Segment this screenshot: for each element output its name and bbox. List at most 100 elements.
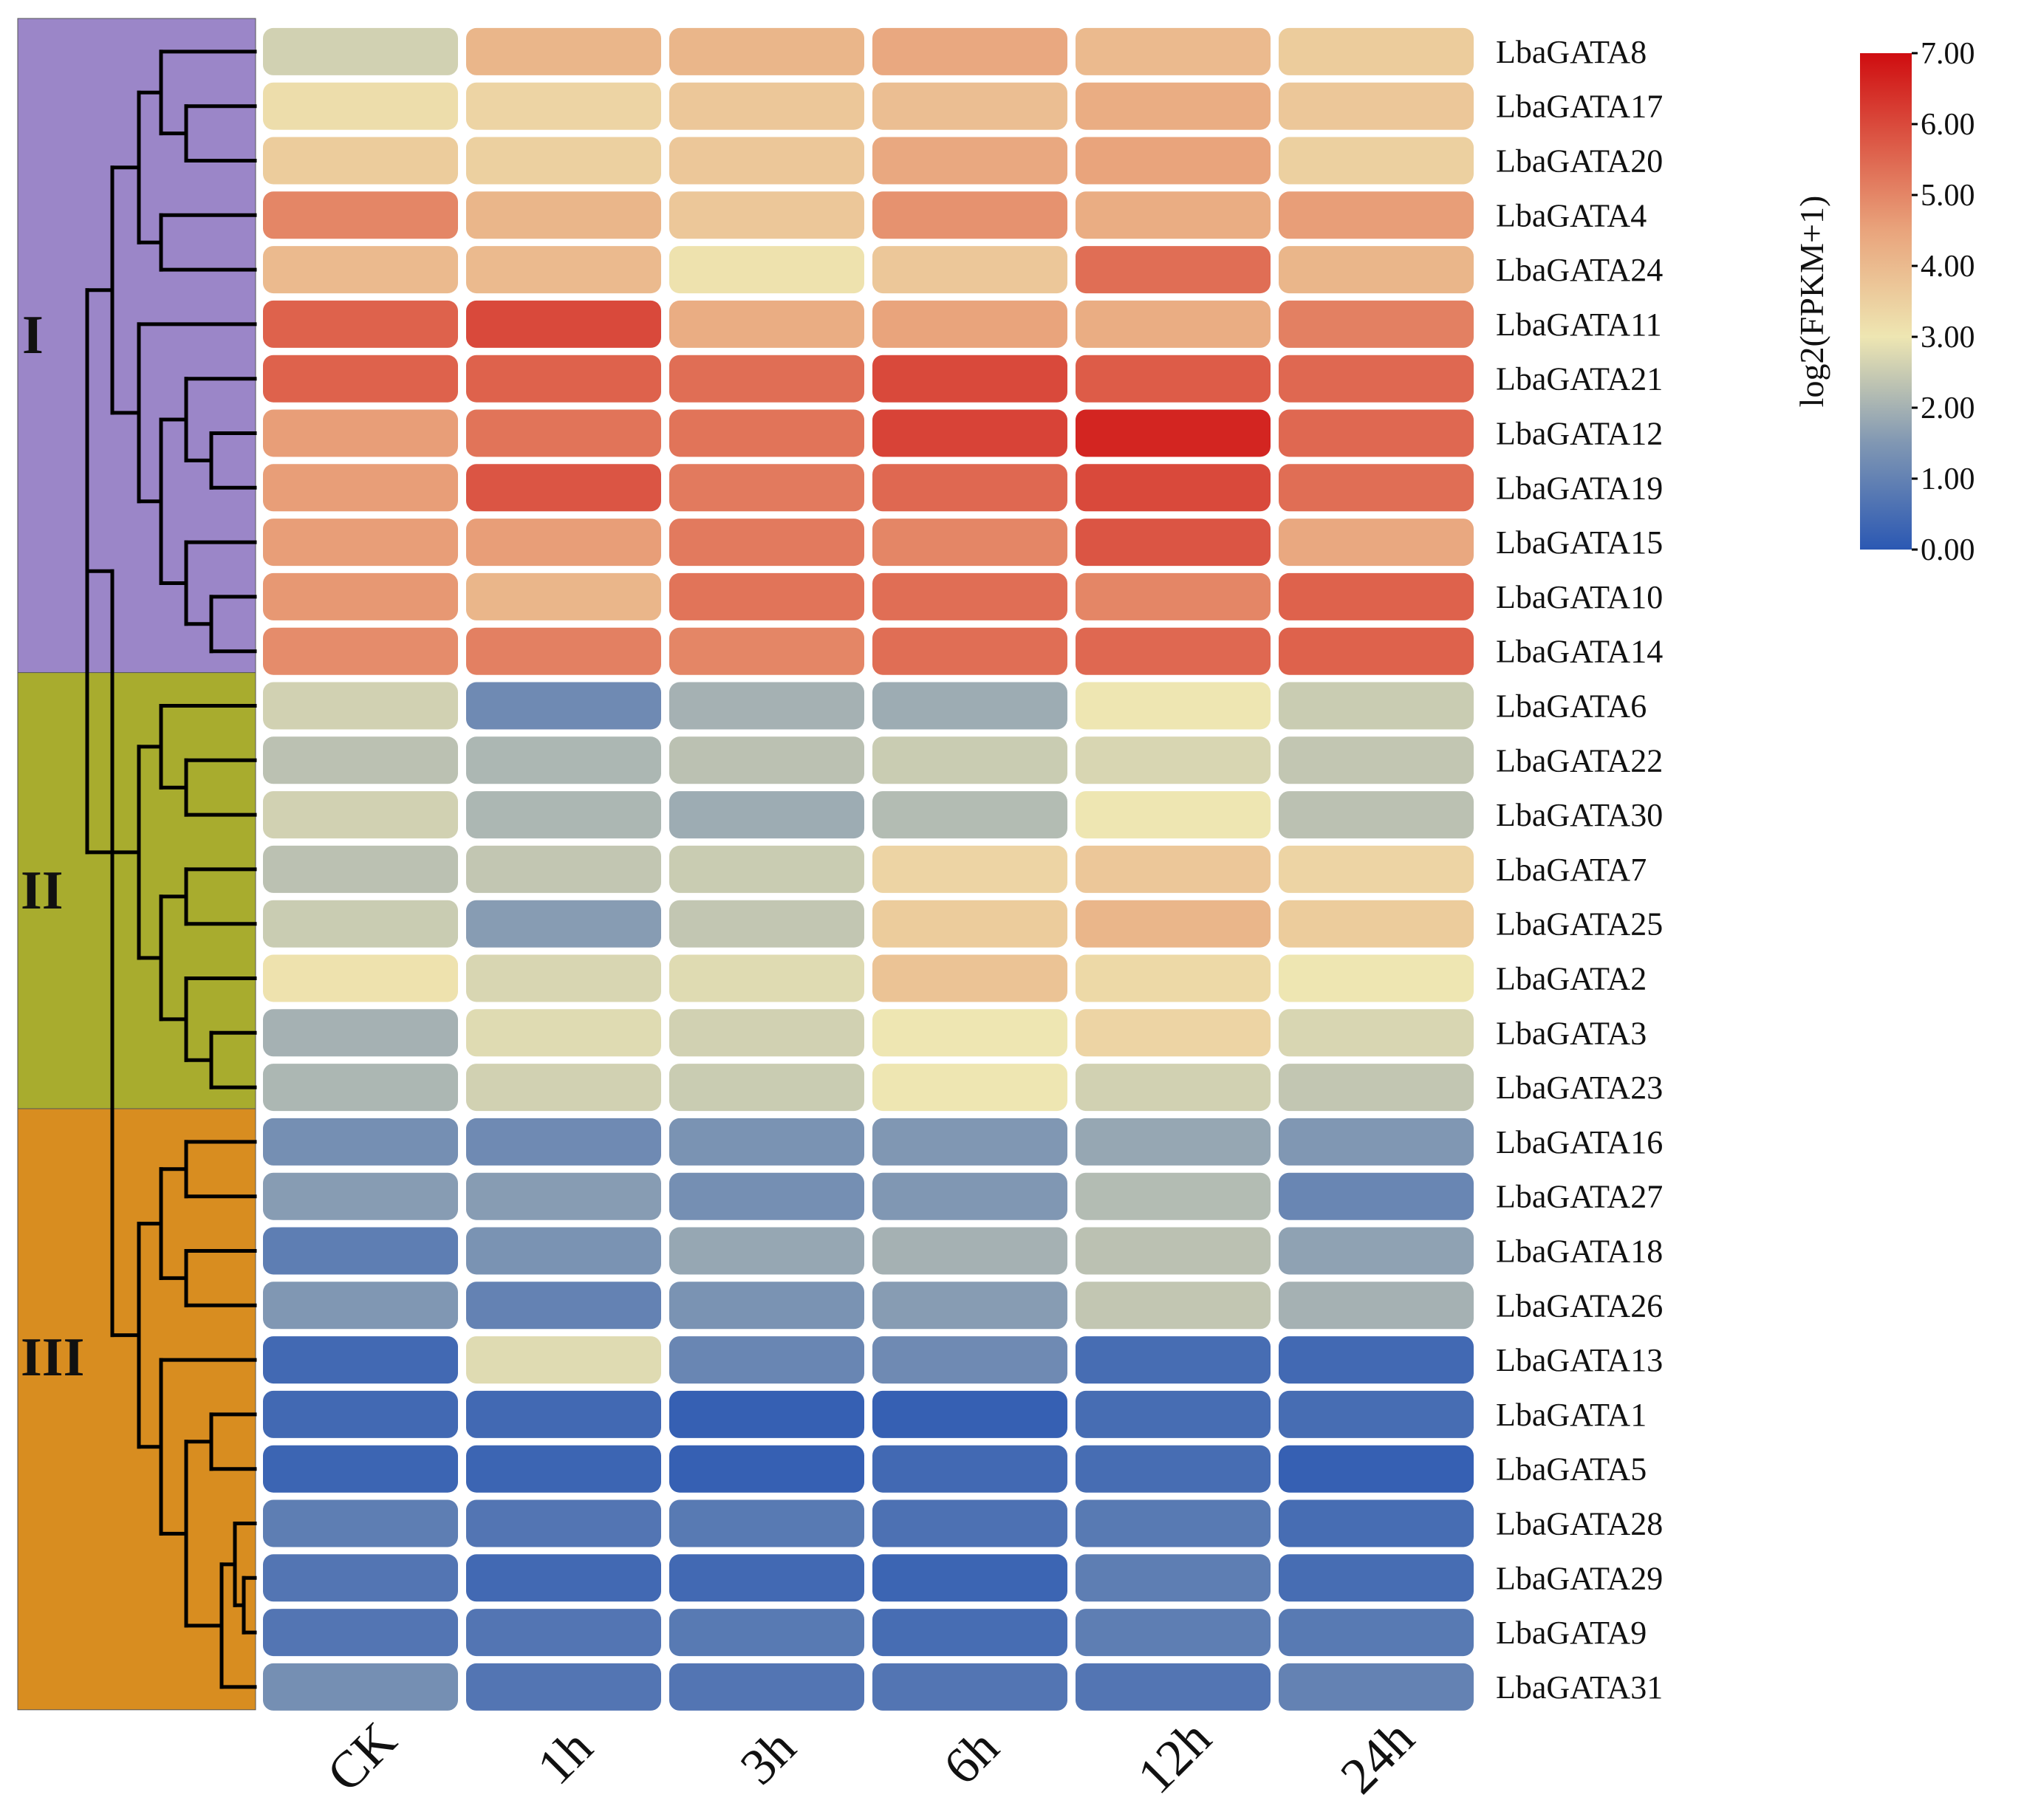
heatmap-cell-LbaGATA6-CK: [263, 682, 458, 730]
heatmap-cell-LbaGATA17-1h: [466, 82, 661, 130]
heatmap-cell-LbaGATA28-24h: [1279, 1499, 1474, 1547]
heatmap-cell-LbaGATA2-1h: [466, 954, 661, 1002]
heatmap-cell-LbaGATA7-3h: [669, 845, 864, 893]
colorbar-tick-label: 1.00: [1921, 462, 1975, 496]
heatmap-cell-LbaGATA31-CK: [263, 1663, 458, 1711]
heatmap-cell-LbaGATA18-6h: [872, 1227, 1067, 1275]
heatmap-cell-LbaGATA16-CK: [263, 1118, 458, 1166]
row-label-LbaGATA6: LbaGATA6: [1496, 688, 1647, 725]
heatmap-cell-LbaGATA4-6h: [872, 191, 1067, 239]
heatmap-cell-LbaGATA11-1h: [466, 300, 661, 348]
heatmap-cell-LbaGATA30-3h: [669, 791, 864, 839]
heatmap-cell-LbaGATA9-12h: [1076, 1609, 1271, 1657]
row-label-LbaGATA14: LbaGATA14: [1496, 634, 1663, 670]
heatmap-cell-LbaGATA3-24h: [1279, 1009, 1474, 1057]
heatmap-cell-LbaGATA2-24h: [1279, 954, 1474, 1002]
heatmap-cell-LbaGATA21-1h: [466, 355, 661, 403]
heatmap-cell-LbaGATA15-24h: [1279, 519, 1474, 567]
heatmap-cell-LbaGATA18-12h: [1076, 1227, 1271, 1275]
heatmap-cell-LbaGATA19-6h: [872, 464, 1067, 512]
heatmap-cell-LbaGATA30-1h: [466, 791, 661, 839]
heatmap-cell-LbaGATA10-6h: [872, 572, 1067, 620]
heatmap-cell-LbaGATA3-1h: [466, 1009, 661, 1057]
heatmap-cell-LbaGATA15-6h: [872, 519, 1067, 567]
heatmap-cell-LbaGATA1-CK: [263, 1390, 458, 1438]
heatmap-cell-LbaGATA19-1h: [466, 464, 661, 512]
heatmap-cell-LbaGATA20-CK: [263, 137, 458, 185]
heatmap-cell-LbaGATA19-24h: [1279, 464, 1474, 512]
heatmap-cell-LbaGATA3-3h: [669, 1009, 864, 1057]
heatmap-cell-LbaGATA27-24h: [1279, 1172, 1474, 1220]
heatmap-cell-LbaGATA24-12h: [1076, 246, 1271, 294]
heatmap-cell-LbaGATA30-12h: [1076, 791, 1271, 839]
heatmap-cell-LbaGATA7-12h: [1076, 845, 1271, 893]
row-label-LbaGATA24: LbaGATA24: [1496, 252, 1663, 288]
row-label-LbaGATA8: LbaGATA8: [1496, 34, 1647, 70]
heatmap-cell-LbaGATA1-12h: [1076, 1390, 1271, 1438]
heatmap-cell-LbaGATA12-24h: [1279, 409, 1474, 457]
heatmap-cell-LbaGATA11-12h: [1076, 300, 1271, 348]
heatmap-cell-LbaGATA21-24h: [1279, 355, 1474, 403]
group-band-3: [17, 1108, 256, 1711]
colorbar-gradient: [1860, 53, 1912, 550]
heatmap-cell-LbaGATA10-1h: [466, 572, 661, 620]
heatmap-cell-LbaGATA9-1h: [466, 1609, 661, 1657]
heatmap-cell-LbaGATA13-CK: [263, 1336, 458, 1384]
colorbar-tick-label: 5.00: [1921, 179, 1975, 213]
heatmap-cell-LbaGATA15-3h: [669, 519, 864, 567]
heatmap-cell-LbaGATA30-6h: [872, 791, 1067, 839]
column-labels: CK 1h 3h 6h 12h 24h: [316, 1710, 1425, 1805]
heatmap-cell-LbaGATA2-3h: [669, 954, 864, 1002]
heatmap-cell-LbaGATA16-12h: [1076, 1118, 1271, 1166]
row-label-LbaGATA31: LbaGATA31: [1496, 1669, 1663, 1706]
heatmap-cell-LbaGATA27-1h: [466, 1172, 661, 1220]
heatmap-cell-LbaGATA8-6h: [872, 27, 1067, 75]
heatmap-cell-LbaGATA17-12h: [1076, 82, 1271, 130]
heatmap-cell-LbaGATA18-1h: [466, 1227, 661, 1275]
heatmap-cell-LbaGATA27-6h: [872, 1172, 1067, 1220]
row-label-LbaGATA20: LbaGATA20: [1496, 143, 1663, 179]
heatmap-cell-LbaGATA12-12h: [1076, 409, 1271, 457]
heatmap-cell-LbaGATA29-24h: [1279, 1554, 1474, 1602]
heatmap-cell-LbaGATA22-24h: [1279, 736, 1474, 784]
heatmap-cell-LbaGATA17-3h: [669, 82, 864, 130]
row-label-LbaGATA23: LbaGATA23: [1496, 1070, 1663, 1106]
heatmap-cell-LbaGATA23-12h: [1076, 1064, 1271, 1112]
heatmap-cell-LbaGATA14-CK: [263, 627, 458, 675]
row-label-LbaGATA12: LbaGATA12: [1496, 416, 1663, 452]
heatmap-cell-LbaGATA22-12h: [1076, 736, 1271, 784]
heatmap-cell-LbaGATA25-3h: [669, 900, 864, 948]
row-label-LbaGATA25: LbaGATA25: [1496, 906, 1663, 942]
heatmap-cell-LbaGATA23-CK: [263, 1064, 458, 1112]
heatmap-cell-LbaGATA22-3h: [669, 736, 864, 784]
heatmap-cell-LbaGATA18-CK: [263, 1227, 458, 1275]
heatmap-cell-LbaGATA12-3h: [669, 409, 864, 457]
heatmap-cell-LbaGATA8-12h: [1076, 27, 1271, 75]
heatmap-cell-LbaGATA26-3h: [669, 1282, 864, 1330]
dendrogram: [85, 49, 257, 1689]
heatmap-cell-LbaGATA24-24h: [1279, 246, 1474, 294]
heatmap-cell-LbaGATA13-24h: [1279, 1336, 1474, 1384]
heatmap-cell-LbaGATA2-CK: [263, 954, 458, 1002]
heatmap-cell-LbaGATA24-3h: [669, 246, 864, 294]
heatmap-cell-LbaGATA5-3h: [669, 1445, 864, 1493]
heatmap-cell-LbaGATA14-1h: [466, 627, 661, 675]
colorbar-tick-label: 3.00: [1921, 321, 1975, 355]
heatmap-cell-LbaGATA8-1h: [466, 27, 661, 75]
heatmap-cell-LbaGATA23-6h: [872, 1064, 1067, 1112]
heatmap-cell-LbaGATA20-3h: [669, 137, 864, 185]
heatmap-cell-LbaGATA27-12h: [1076, 1172, 1271, 1220]
heatmap-cell-LbaGATA4-CK: [263, 191, 458, 239]
heatmap-cell-LbaGATA24-1h: [466, 246, 661, 294]
heatmap-cell-LbaGATA7-24h: [1279, 845, 1474, 893]
colorbar-title: log2(FPKM+1): [1793, 196, 1830, 408]
heatmap-cell-LbaGATA11-3h: [669, 300, 864, 348]
heatmap-cell-LbaGATA9-3h: [669, 1609, 864, 1657]
heatmap-cell-LbaGATA23-1h: [466, 1064, 661, 1112]
row-label-LbaGATA13: LbaGATA13: [1496, 1342, 1663, 1378]
row-label-LbaGATA18: LbaGATA18: [1496, 1234, 1663, 1270]
heatmap-cell-LbaGATA28-12h: [1076, 1499, 1271, 1547]
heatmap-cell-LbaGATA18-3h: [669, 1227, 864, 1275]
heatmap-cell-LbaGATA28-3h: [669, 1499, 864, 1547]
